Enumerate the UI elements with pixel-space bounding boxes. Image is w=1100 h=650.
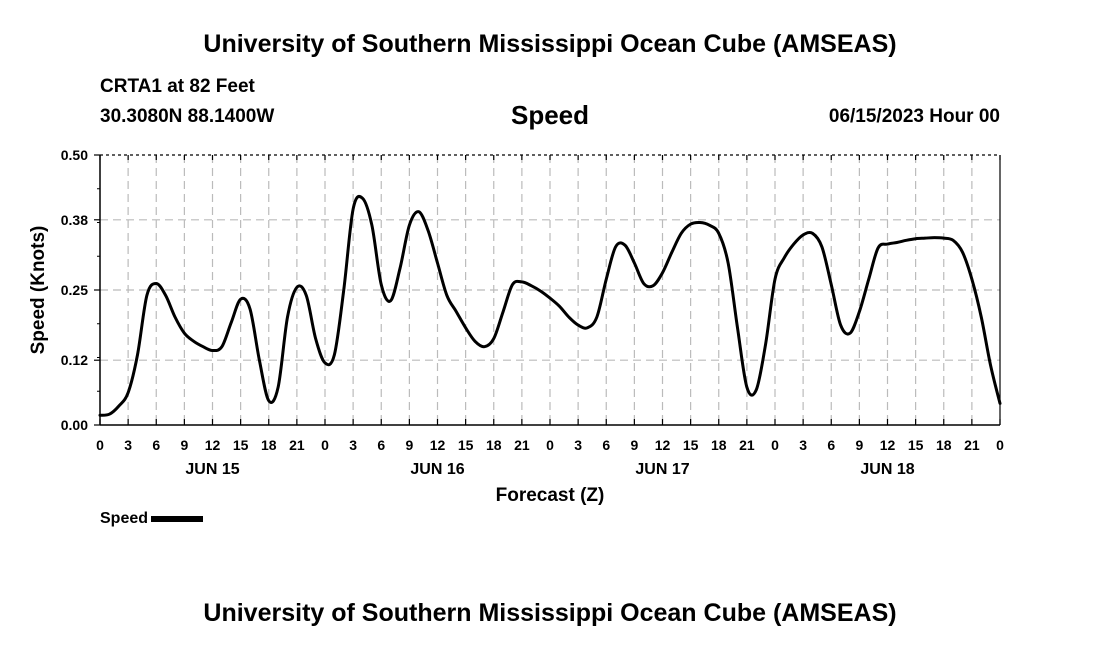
x-tick-label: 15 — [233, 437, 249, 453]
x-tick-label: 21 — [739, 437, 755, 453]
chart-subtitle: Speed — [510, 100, 590, 130]
date-label: JUN 18 — [860, 461, 914, 478]
x-tick-label: 0 — [996, 437, 1004, 453]
x-tick-label: 9 — [180, 437, 188, 453]
x-tick-label: 12 — [430, 437, 446, 453]
station-label: CRTA1 at 82 Feet — [100, 76, 255, 97]
x-tick-label: 12 — [880, 437, 896, 453]
x-tick-label: 6 — [377, 437, 385, 453]
legend-line-swatch — [151, 516, 204, 522]
forecast-datetime: 06/15/2023 Hour 00 — [828, 106, 1000, 127]
y-tick-label: 0.00 — [61, 417, 88, 433]
x-tick-label: 3 — [124, 437, 132, 453]
legend: Speed — [100, 510, 204, 528]
y-tick-label: 0.38 — [61, 212, 88, 228]
x-axis-title: Forecast (Z) — [496, 485, 605, 506]
x-tick-label: 18 — [711, 437, 727, 453]
y-axis-title: Speed (Knots) — [28, 226, 49, 355]
x-tick-label: 15 — [458, 437, 474, 453]
x-tick-label: 0 — [771, 437, 779, 453]
y-tick-label: 0.25 — [61, 282, 88, 298]
chart-title: University of Southern Mississippi Ocean… — [203, 30, 897, 58]
x-tick-label: 3 — [349, 437, 357, 453]
x-tick-label: 12 — [205, 437, 221, 453]
date-label: JUN 16 — [410, 461, 464, 478]
x-tick-label: 6 — [152, 437, 160, 453]
x-tick-label: 21 — [964, 437, 980, 453]
x-tick-label: 0 — [321, 437, 329, 453]
x-tick-label: 3 — [799, 437, 807, 453]
x-tick-label: 6 — [827, 437, 835, 453]
x-tick-label: 15 — [683, 437, 699, 453]
x-tick-label: 9 — [630, 437, 638, 453]
x-tick-label: 15 — [908, 437, 924, 453]
speed-chart: 0.00 0.12 0.25 0.38 0.50 0 3 6 9 12 15 18 21 0 3 6 9 12 15… — [28, 147, 1004, 506]
y-tick-label: 0.50 — [61, 147, 88, 163]
x-tick-label: 6 — [602, 437, 610, 453]
footer-title: University of Southern Mississippi Ocean… — [203, 599, 897, 627]
x-tick-label: 0 — [546, 437, 554, 453]
x-tick-label: 0 — [96, 437, 104, 453]
x-tick-label: 21 — [514, 437, 530, 453]
x-tick-label: 18 — [261, 437, 277, 453]
x-tick-label: 3 — [574, 437, 582, 453]
speed-series-line — [98, 194, 1002, 417]
date-label: JUN 15 — [185, 461, 239, 478]
x-tick-label: 18 — [936, 437, 952, 453]
x-tick-label: 9 — [405, 437, 413, 453]
x-tick-label: 21 — [289, 437, 305, 453]
y-tick-label: 0.12 — [61, 352, 88, 368]
date-label: JUN 17 — [635, 461, 689, 478]
x-tick-label: 18 — [486, 437, 502, 453]
station-coordinates: 30.3080N 88.1400W — [100, 106, 275, 127]
x-tick-label: 12 — [655, 437, 671, 453]
legend-label: Speed — [100, 510, 149, 527]
x-tick-label: 9 — [855, 437, 863, 453]
